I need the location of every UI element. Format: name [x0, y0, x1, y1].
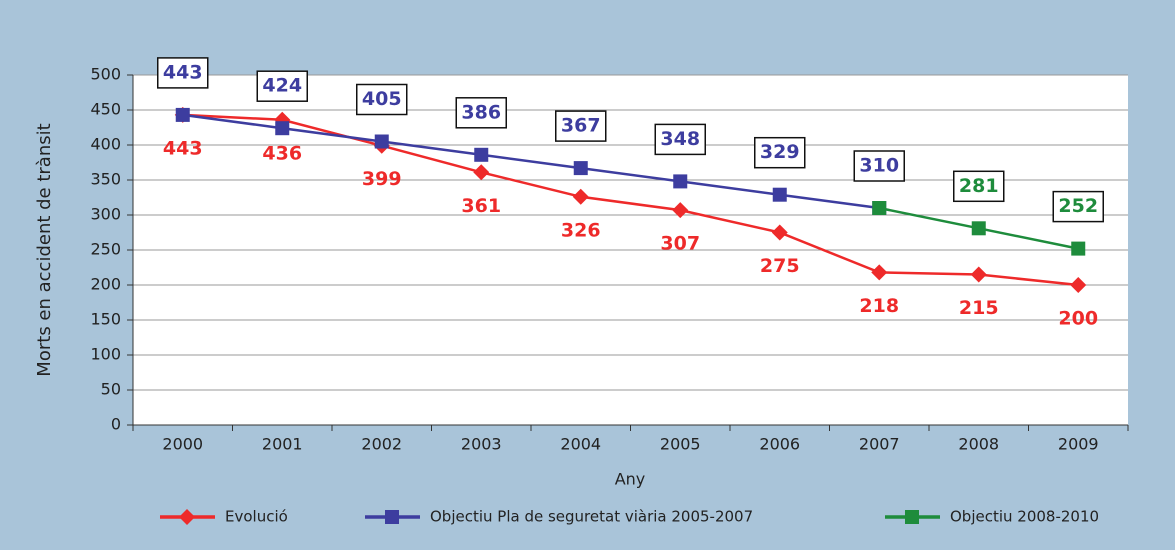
marker: [905, 510, 919, 524]
legend-label: Objectiu Pla de seguretat viària 2005-20…: [430, 508, 753, 526]
marker: [771, 224, 788, 241]
label-box: [157, 57, 209, 89]
data-label: 424: [262, 75, 302, 97]
x-tick-label: 2007: [859, 435, 900, 454]
label-box: [853, 150, 905, 182]
y-tick-label: 450: [90, 100, 121, 119]
y-tick-label: 500: [90, 65, 121, 84]
x-tick-label: 2005: [660, 435, 701, 454]
x-tick-label: 2006: [759, 435, 800, 454]
x-axis-label: Any: [615, 470, 646, 489]
data-label: 443: [163, 61, 203, 83]
y-tick-label: 0: [111, 415, 121, 434]
data-label: 436: [262, 142, 302, 164]
data-label: 215: [959, 297, 999, 319]
label-box: [455, 97, 507, 129]
marker: [672, 202, 689, 219]
y-tick-label: 250: [90, 240, 121, 259]
data-label: 275: [760, 255, 800, 277]
data-label: 252: [1058, 195, 1098, 217]
x-tick-label: 2003: [461, 435, 502, 454]
marker: [374, 134, 389, 149]
x-tick-label: 2004: [560, 435, 601, 454]
label-box: [754, 136, 806, 169]
marker: [971, 221, 986, 236]
data-label: 348: [660, 128, 700, 150]
marker: [573, 161, 588, 176]
marker: [275, 121, 290, 136]
marker: [1070, 277, 1087, 293]
data-label: 200: [1058, 308, 1098, 330]
marker: [673, 174, 688, 189]
x-tick-label: 2002: [361, 435, 402, 454]
label-box: [953, 170, 1005, 203]
legend-label: Evolució: [225, 508, 288, 526]
label-box: [654, 123, 706, 156]
legend-label: Objectiu 2008-2010: [950, 508, 1099, 526]
marker: [179, 509, 195, 525]
data-label: 329: [760, 141, 800, 163]
y-tick-label: 150: [90, 310, 121, 329]
marker: [970, 266, 987, 283]
y-tick-label: 100: [90, 345, 121, 364]
marker: [385, 510, 399, 524]
y-tick-label: 200: [90, 275, 121, 294]
y-tick-label: 350: [90, 170, 121, 189]
data-label: 361: [461, 195, 501, 217]
y-tick-label: 50: [101, 380, 121, 399]
marker: [474, 147, 489, 162]
label-box: [555, 110, 607, 142]
x-tick-label: 2008: [958, 435, 999, 454]
data-label: 326: [561, 219, 601, 241]
marker: [872, 201, 887, 215]
data-label: 310: [859, 155, 899, 177]
data-label: 281: [959, 175, 999, 197]
label-box: [356, 83, 408, 116]
series-line: [182, 113, 880, 210]
data-label: 405: [362, 88, 402, 110]
y-axis-label: Morts en accident de trànsit: [34, 123, 55, 376]
marker: [1071, 241, 1086, 256]
data-label: 307: [660, 233, 700, 255]
series-line: [182, 113, 1079, 287]
label-box: [1052, 190, 1104, 223]
x-tick-label: 2001: [262, 435, 303, 454]
y-tick-label: 300: [90, 205, 121, 224]
y-tick-label: 400: [90, 135, 121, 154]
marker: [871, 264, 888, 281]
marker: [473, 164, 490, 181]
marker: [772, 187, 787, 202]
marker: [572, 188, 589, 205]
data-label: 386: [461, 101, 501, 123]
x-tick-label: 2000: [162, 435, 203, 454]
data-label: 367: [561, 115, 601, 137]
data-label: 443: [163, 137, 203, 159]
x-tick-label: 2009: [1058, 435, 1099, 454]
marker: [175, 107, 190, 122]
data-label: 399: [362, 168, 402, 190]
data-label: 218: [859, 295, 899, 317]
label-box: [256, 70, 308, 102]
